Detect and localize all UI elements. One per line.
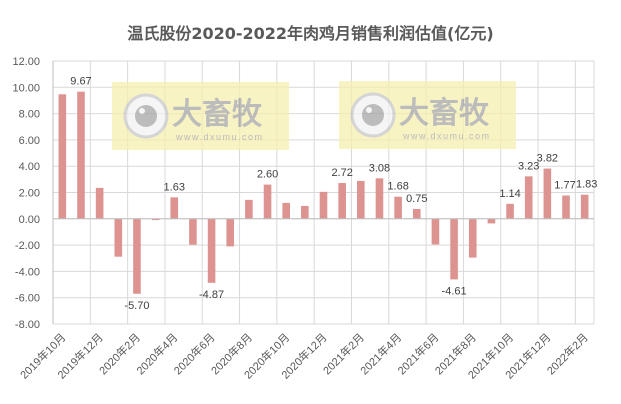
bar (95, 187, 104, 219)
bar (133, 218, 141, 294)
bar (226, 218, 235, 247)
data-label: -4.61 (442, 285, 467, 297)
y-tick-label: -2.00 (15, 240, 40, 252)
watermark-brand: 大畜牧 (399, 96, 490, 130)
bar (282, 202, 290, 219)
data-label: 1.83 (576, 179, 597, 191)
bar (394, 196, 402, 219)
y-tick-label: 2.00 (19, 188, 40, 200)
watermark-brand: 大畜牧 (172, 97, 263, 131)
data-label: 3.82 (537, 153, 558, 165)
y-tick-label: 4.00 (19, 161, 40, 173)
eye-pupil-icon (135, 105, 157, 127)
bar (580, 194, 589, 219)
bar (114, 218, 123, 257)
eye-highlight-icon (139, 108, 145, 114)
bar (412, 208, 421, 219)
bar (468, 218, 477, 258)
y-tick-label: 12.00 (12, 56, 40, 68)
bar (77, 91, 85, 219)
watermark-url: www.dxumu.com (175, 132, 264, 142)
bar (301, 205, 309, 219)
bars (58, 91, 589, 294)
eye-pupil-icon (362, 104, 384, 126)
y-tick-label: 10.00 (12, 82, 40, 94)
x-tick-label: 2022年2月 (544, 330, 591, 377)
bar (450, 218, 458, 280)
data-label: 2.72 (331, 167, 352, 179)
y-tick-label: 6.00 (19, 135, 40, 147)
data-labels: 9.67 -5.70 1.63 -4.87 2.60 2.72 3.08 1.680.75 -4… (70, 76, 597, 312)
bar (375, 178, 384, 219)
y-tick-label: 0.00 (19, 214, 40, 226)
bar (562, 195, 570, 219)
bar (319, 191, 328, 219)
bar (357, 180, 365, 219)
data-label: 1.77 (554, 180, 575, 192)
watermark-url: www.dxumu.com (402, 131, 491, 141)
data-label: -5.70 (124, 300, 149, 312)
data-label: 3.23 (518, 160, 539, 172)
bar (263, 184, 272, 219)
y-tick-label: 8.00 (19, 109, 40, 121)
bar (338, 183, 346, 219)
bar (524, 176, 533, 219)
y-tick-label: -4.00 (15, 266, 40, 278)
data-label: 1.68 (387, 181, 408, 193)
bar (431, 218, 440, 245)
bar (170, 197, 179, 219)
data-label: 1.63 (164, 181, 185, 193)
data-label: 0.75 (406, 193, 427, 205)
bar (245, 199, 253, 219)
data-label: -4.87 (199, 289, 224, 301)
y-tick-label: -8.00 (15, 319, 40, 331)
bar (506, 203, 514, 219)
data-label: 9.67 (70, 76, 91, 88)
y-tick-label: -6.00 (15, 293, 40, 305)
data-label: 3.08 (369, 162, 390, 174)
bar (543, 168, 552, 219)
data-label: 1.14 (499, 188, 520, 200)
chart-title: 温氏股份2020-2022年肉鸡月销售利润估值(亿元) (127, 24, 494, 43)
bar (58, 94, 67, 219)
data-label: 2.60 (257, 169, 278, 181)
bar (151, 218, 160, 221)
bar (189, 218, 197, 245)
eye-highlight-icon (366, 107, 372, 113)
bar (207, 218, 216, 283)
bar (487, 218, 496, 224)
